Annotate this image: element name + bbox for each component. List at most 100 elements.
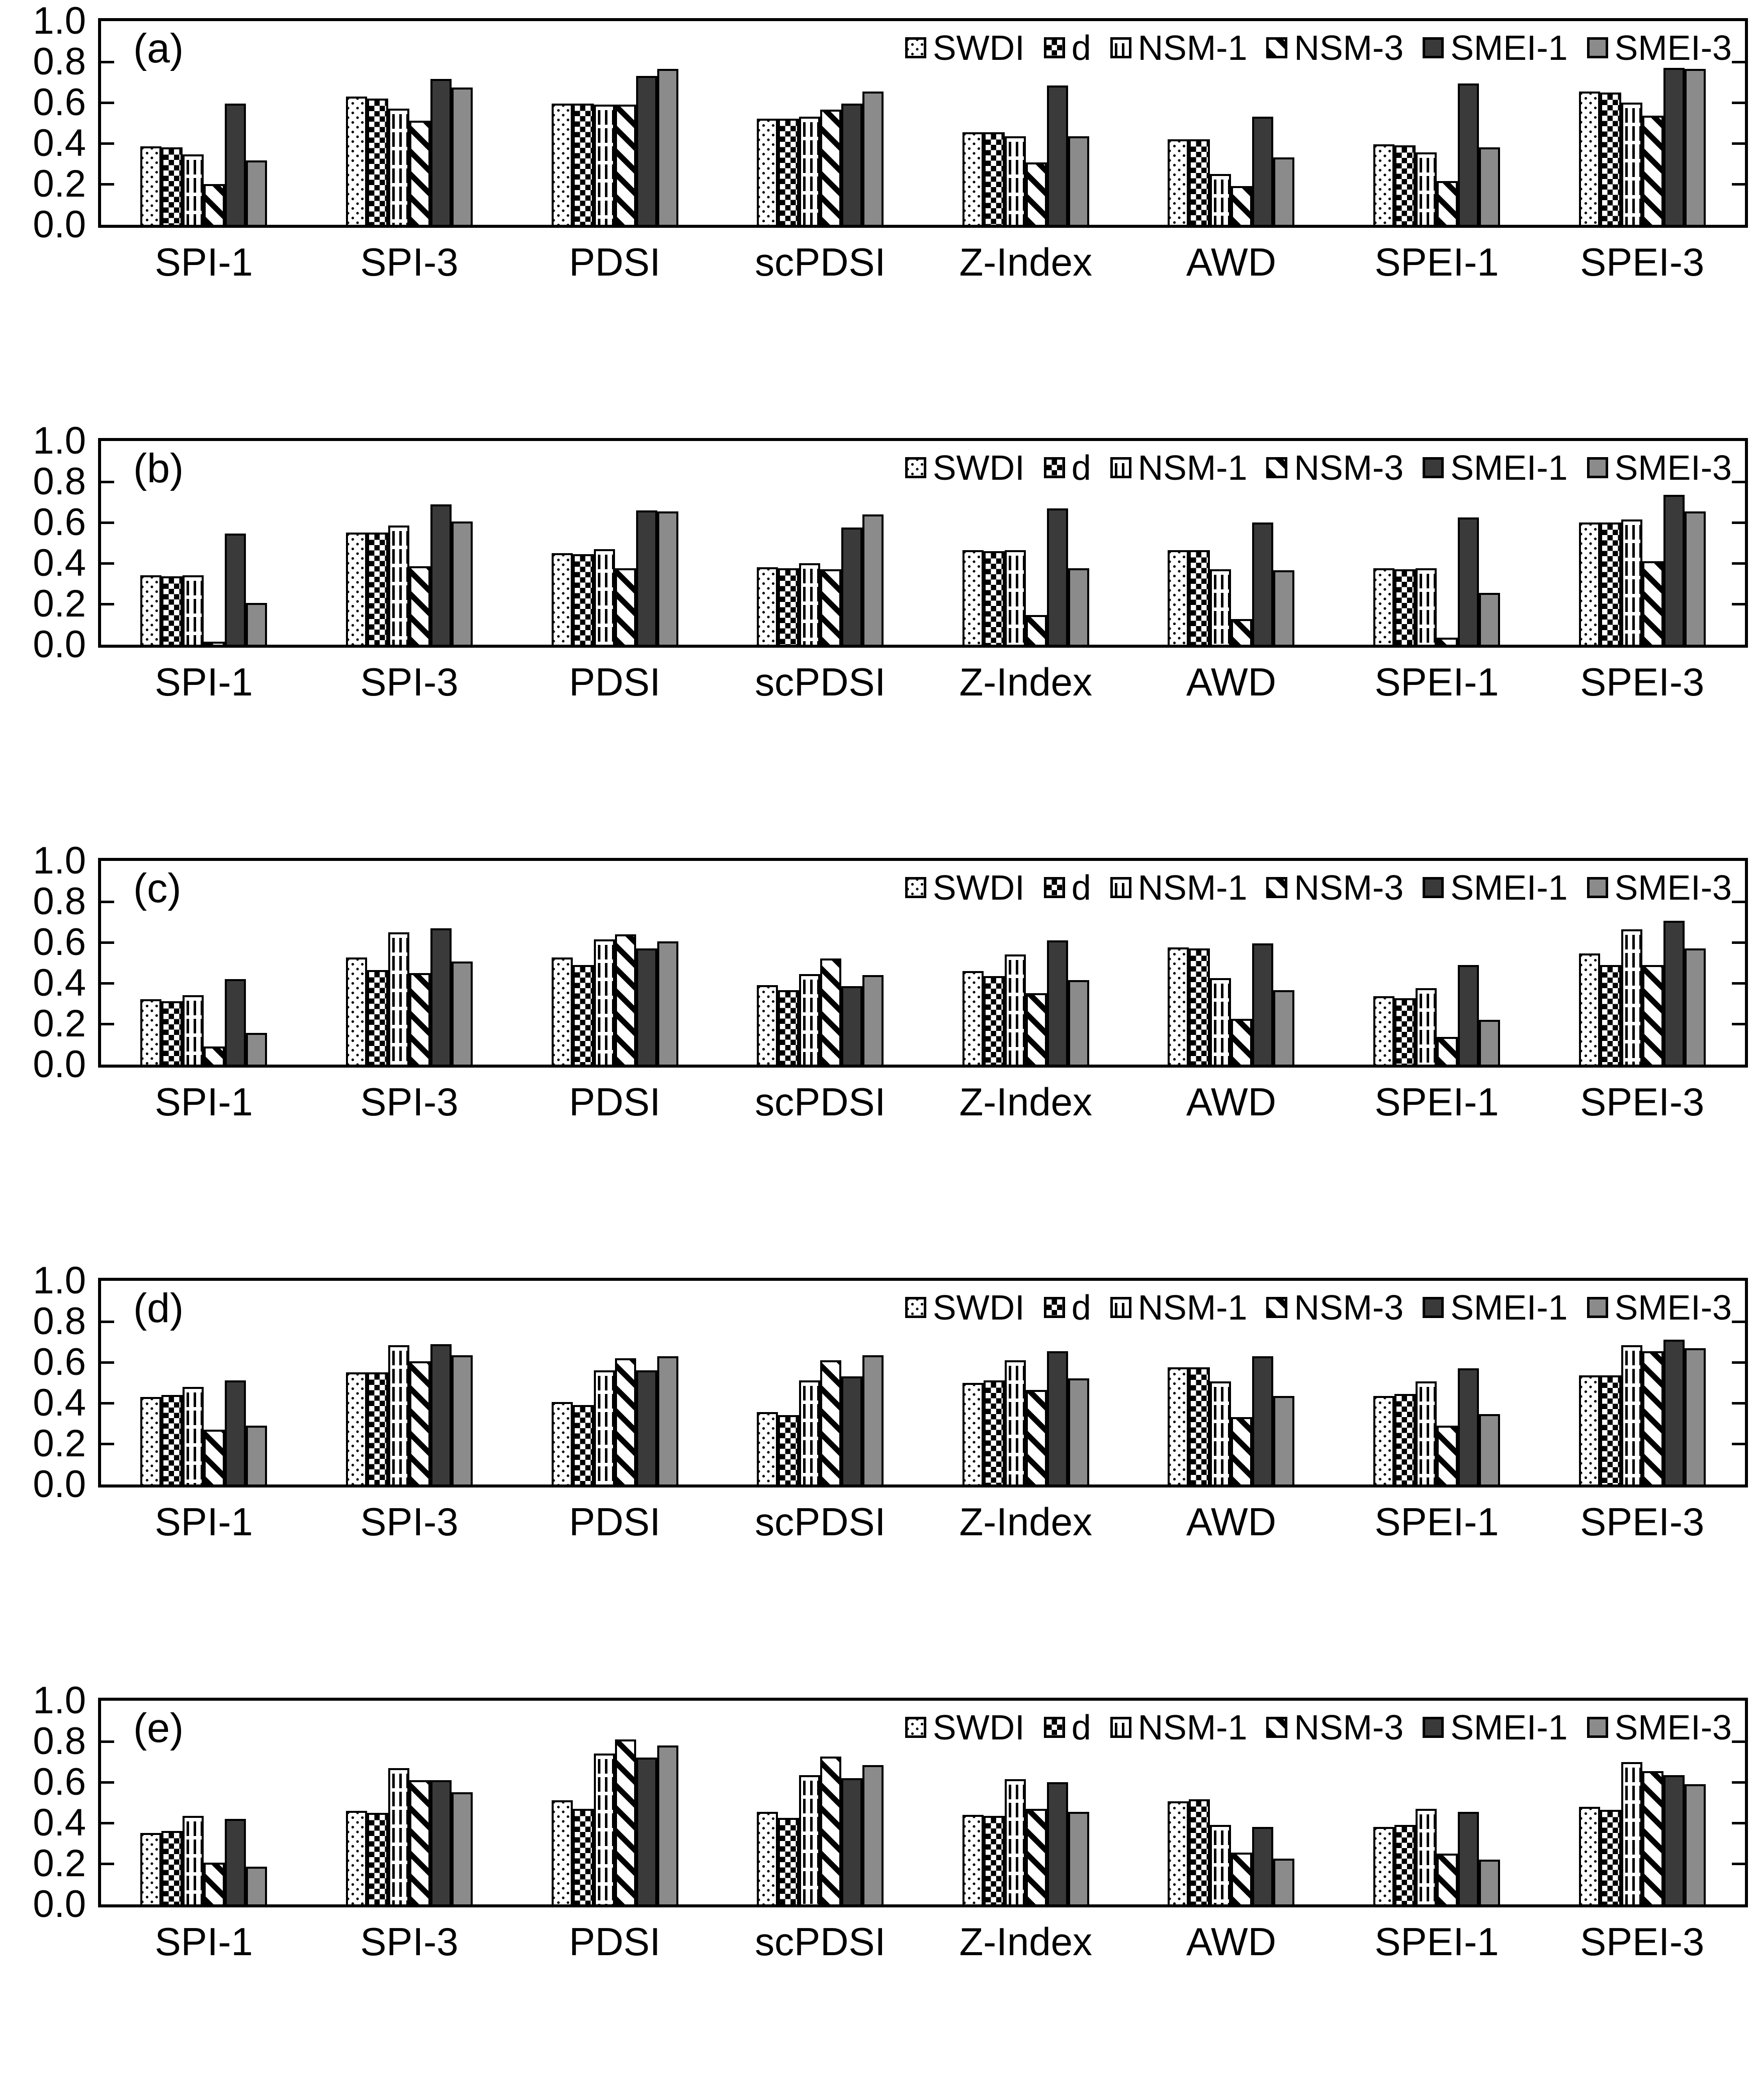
bar-smei-1-scpdsi [841,528,863,645]
legend-label: NSM-3 [1294,868,1404,907]
bar-smei-3-awd [1273,157,1295,225]
bar-nsm-1-pdsi [593,105,615,225]
bar-smei-1-z-index [1046,940,1068,1065]
bar-smei-3-spi-3 [451,87,473,225]
legend-item-smei-3: SMEI-3 [1587,450,1732,485]
axis-tick [1732,1781,1745,1784]
bar-nsm-1-spei-1 [1416,1808,1437,1904]
x-tick-label-scpdsi: scPDSI [755,240,886,284]
legend-label: SMEI-1 [1450,448,1568,487]
bar-swdi-z-index [962,971,984,1065]
bar-d-z-index [983,551,1005,645]
bar-d-z-index [983,1815,1005,1904]
bar-swdi-scpdsi [757,1811,778,1904]
axis-tick [1732,101,1745,104]
legend-label: SMEI-3 [1614,448,1732,487]
legend-label: NSM-3 [1294,448,1404,487]
bar-nsm-1-pdsi [593,1370,615,1484]
legend-label: SMEI-1 [1450,28,1568,67]
bar-nsm-3-scpdsi [820,958,842,1065]
bar-swdi-scpdsi [757,119,778,225]
bar-group-spei-3 [1539,441,1745,645]
legend-item-nsm-1: NSM-1 [1110,870,1247,905]
legend-item-smei-1: SMEI-1 [1423,870,1568,905]
bar-group-scpdsi [718,1701,923,1904]
bar-swdi-spei-1 [1373,144,1395,225]
bar-swdi-spei-3 [1578,953,1600,1065]
bar-smei-3-spi-3 [451,521,473,645]
axis-tick [1732,1740,1745,1743]
legend-swatch-icon [1423,877,1444,898]
bar-group-awd [1128,441,1334,645]
x-tick-label-spi-3: SPI-3 [360,1500,459,1544]
legend-label: SMEI-1 [1450,1708,1568,1747]
bar-group-awd [1128,861,1334,1065]
bar-group-spei-1 [1334,1281,1540,1484]
bar-smei-1-spi-3 [430,1344,452,1484]
bar-d-z-index [983,1380,1005,1484]
x-tick-label-awd: AWD [1186,1080,1276,1124]
bar-smei-1-spi-3 [430,504,452,645]
x-tick-label-z-index: Z-Index [959,1919,1093,1964]
legend-label: d [1071,1288,1091,1327]
bar-nsm-3-spei-1 [1437,1425,1458,1484]
y-axis-labels: 1.0 0.8 0.6 0.4 0.2 0.0 [0,1262,98,1504]
bar-groups [101,441,1745,645]
legend: SWDI d NSM-1 NSM-3 SMEI-1 SMEI-3 [905,1290,1732,1325]
x-tick-label-z-index: Z-Index [959,240,1093,284]
plot-row: 1.0 0.8 0.6 0.4 0.2 0.0 (b) SWDI d NSM-1 NSM-3 SMEI… [0,422,1756,664]
bar-nsm-3-scpdsi [820,110,842,225]
legend-swatch-icon [1587,877,1608,898]
bar-swdi-spi-1 [140,1833,162,1904]
bar-smei-1-spei-1 [1458,965,1479,1065]
bar-nsm-3-spi-1 [204,1046,225,1065]
bar-nsm-1-spi-3 [388,1768,409,1904]
y-tick-label: 0.8 [33,460,86,503]
bar-swdi-awd [1168,1367,1189,1484]
bar-d-spi-1 [161,1831,183,1904]
bar-nsm-1-spei-1 [1416,988,1437,1065]
bar-smei-1-spi-1 [225,534,246,645]
bar-d-spi-1 [161,1001,183,1065]
bar-group-scpdsi [718,861,923,1065]
bar-d-awd [1189,550,1210,645]
legend-swatch-icon [1587,1297,1608,1318]
bar-smei-3-spei-3 [1684,1784,1706,1904]
bar-nsm-1-pdsi [593,939,615,1065]
bar-smei-3-spi-1 [246,602,268,645]
bar-nsm-3-pdsi [614,568,636,645]
x-tick-label-spei-1: SPEI-1 [1374,1080,1499,1124]
x-tick-label-spei-3: SPEI-3 [1580,240,1705,284]
bar-d-pdsi [572,104,594,225]
bar-smei-3-spi-1 [246,1033,268,1065]
bar-swdi-spi-3 [345,1372,367,1484]
panel-letter: (a) [133,26,184,71]
legend-swatch-icon [1266,1717,1288,1738]
bar-nsm-1-spi-1 [183,995,204,1065]
legend-swatch-icon [1423,1717,1444,1738]
bar-group-spi-3 [307,861,512,1065]
bar-group-pdsi [512,21,718,225]
legend-swatch-icon [1110,877,1131,898]
bar-d-spei-1 [1394,145,1416,225]
legend-swatch-icon [1266,457,1288,478]
bar-smei-3-awd [1273,570,1295,645]
legend-swatch-icon [1587,1717,1608,1738]
axis-tick [1732,480,1745,483]
bar-d-spi-3 [367,98,388,225]
bar-groups [101,1701,1745,1904]
bar-smei-1-z-index [1046,1351,1068,1484]
legend-swatch-icon [1266,877,1288,898]
legend-swatch-icon [1043,457,1065,478]
legend-item-smei-1: SMEI-1 [1423,448,1568,487]
x-tick-label-pdsi: PDSI [569,660,661,704]
bar-smei-1-pdsi [636,510,657,645]
y-tick-label: 0.2 [33,1422,86,1465]
bar-nsm-1-scpdsi [799,1775,821,1904]
axis-tick [1732,602,1745,605]
legend-label: SWDI [932,28,1025,67]
bar-nsm-1-spei-3 [1621,929,1642,1065]
bar-group-scpdsi [718,1281,923,1484]
axis-tick [1732,562,1745,565]
